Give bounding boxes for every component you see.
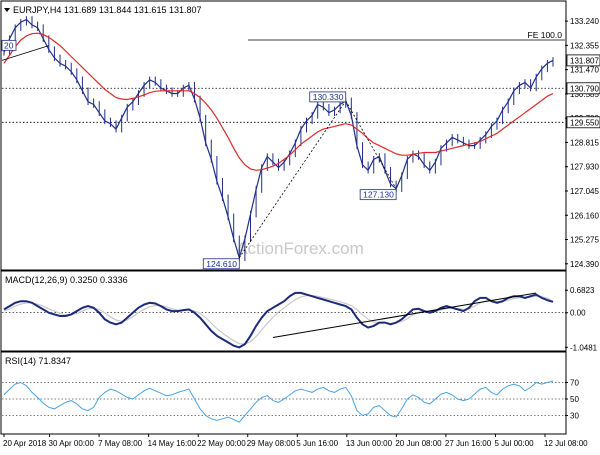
y-tick-label: -1.0481 [570, 343, 598, 352]
x-tick-label: 27 Jun 16:00 [445, 439, 492, 448]
rsi-panel-frame [0, 351, 567, 435]
pivot-projection-line [238, 100, 347, 258]
price-tag-label: 130.790 [570, 84, 599, 93]
y-tick-label: 128.815 [570, 138, 599, 147]
annotations-layer: 124.610 130.330 127.130 20 [1, 39, 397, 270]
main-header: EURJPY,H4 131.689 131.844 131.615 131.80… [13, 5, 202, 15]
y-tick-label: 70 [570, 379, 579, 388]
levels-layer: FE 100.0 [2, 30, 565, 123]
macd-panel-frame [0, 270, 567, 352]
price-tag-label: 131.807 [570, 56, 599, 65]
rsi-header: RSI(14) 71.8347 [5, 356, 71, 366]
x-tick-label: 13 Jun 00:00 [346, 439, 393, 448]
y-tick-label: 124.390 [570, 260, 599, 269]
x-tick-label: 29 May 08:00 [247, 439, 296, 448]
y-tick-label: 127.930 [570, 163, 599, 172]
rsi-line [3, 380, 554, 423]
corner-tag-label: 20 [4, 40, 14, 50]
x-tick-label: 12 Jul 08:00 [544, 439, 588, 448]
y-tick-label: 132.355 [570, 41, 599, 50]
y-axes: 133.240132.355131.470130.585129.700128.8… [565, 17, 600, 421]
y-tick-label: 125.275 [570, 236, 599, 245]
y-tick-label: 50 [570, 395, 579, 404]
y-tick-label: 30 [570, 412, 579, 421]
x-tick-label: 30 Apr 00:00 [49, 439, 95, 448]
watermark: ActionForex.com [236, 239, 364, 258]
price-tag-box [566, 54, 600, 67]
level-label: FE 100.0 [528, 30, 563, 40]
y-tick-label: 126.160 [570, 211, 599, 220]
macd-header: MACD(12,26,9) 0.3250 0.3336 [5, 275, 128, 285]
main-panel-frame [0, 0, 567, 271]
pivot-label-box [309, 91, 347, 103]
y-tick-label: 0.6823 [570, 286, 595, 295]
pivot-label: 127.130 [363, 190, 394, 200]
x-tick-label: 20 Apr 2018 [3, 439, 47, 448]
macd-trendline [272, 292, 537, 338]
y-tick-label: 127.045 [570, 187, 599, 196]
y-tick-label: 130.585 [570, 90, 599, 99]
pivot-label: 124.610 [206, 259, 237, 269]
y-tick-label: 133.240 [570, 17, 599, 26]
x-tick-label: 7 May 08:00 [98, 439, 143, 448]
x-axis: 20 Apr 2018 30 Apr 00:00 7 May 08:00 14 May… [3, 434, 588, 448]
y-tick-label: 131.470 [570, 66, 599, 75]
price-plot [3, 16, 554, 262]
y-tick-label: 0.00 [570, 309, 586, 318]
macd-plot [2, 291, 565, 349]
price-tag-box [566, 82, 600, 95]
x-tick-label: 5 Jun 16:00 [296, 439, 338, 448]
x-tick-label: 20 Jun 08:00 [395, 439, 442, 448]
price-tag-box [566, 116, 600, 129]
price-line [3, 18, 554, 260]
x-tick-label: 5 Jul 00:00 [494, 439, 534, 448]
corner-tag-box [1, 39, 17, 51]
x-tick-label: 14 May 16:00 [148, 439, 197, 448]
trend-segment [1, 45, 49, 61]
chevron-down-icon[interactable] [4, 8, 10, 12]
x-tick-label: 22 May 00:00 [197, 439, 246, 448]
price-tag-label: 129.550 [570, 118, 599, 127]
rsi-plot [2, 380, 565, 423]
pivot-label-box [359, 189, 397, 201]
pivot-label-box [202, 258, 240, 270]
pivot-label: 130.330 [313, 92, 344, 102]
moving-average-line [3, 32, 554, 171]
pivot-projection-line [345, 100, 397, 189]
macd-line [3, 291, 554, 349]
